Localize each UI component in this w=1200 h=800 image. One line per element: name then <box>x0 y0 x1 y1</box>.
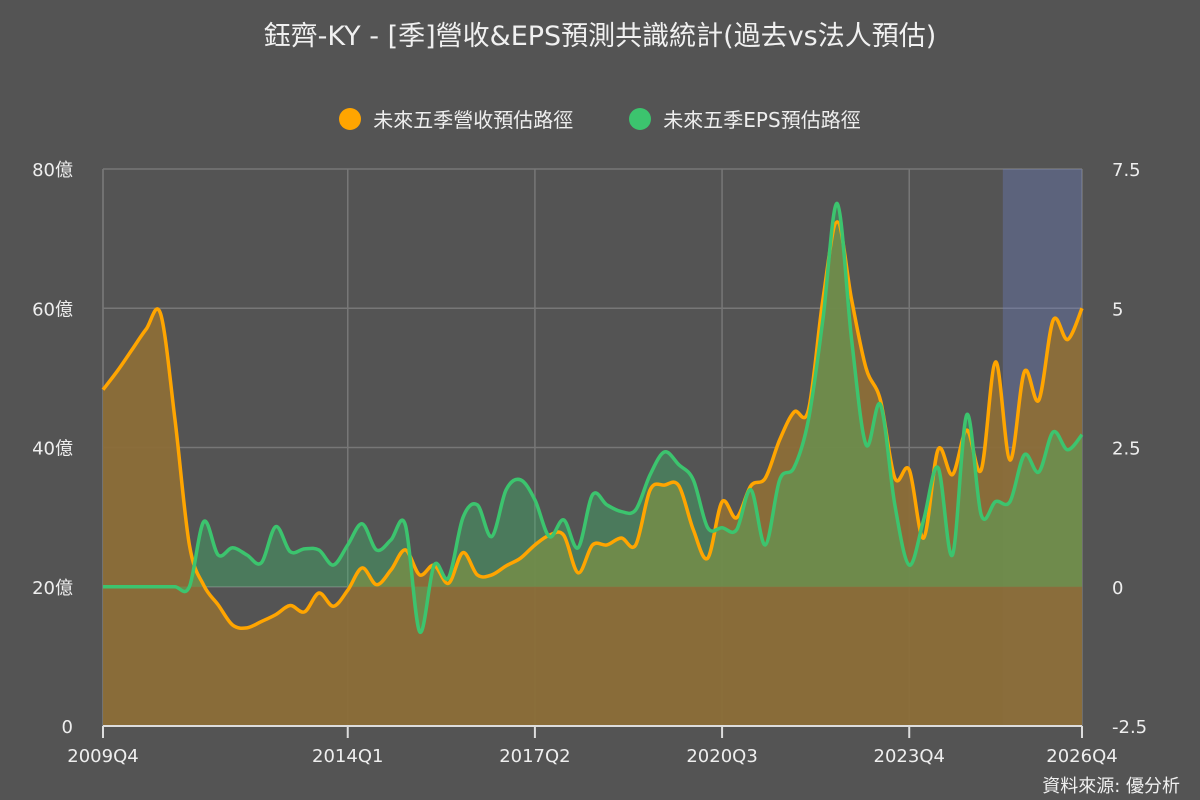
legend-item-revenue[interactable]: 未來五季營收預估路徑 <box>339 104 573 133</box>
svg-text:2014Q1: 2014Q1 <box>312 746 383 767</box>
svg-text:40億: 40億 <box>32 439 73 460</box>
svg-text:2009Q4: 2009Q4 <box>67 746 138 767</box>
eps-legend-dot-icon <box>629 107 652 130</box>
data-source: 資料來源: 優分析 <box>1042 776 1180 797</box>
left-axis-ticks: 0 20億 40億 60億 80億 <box>32 160 73 738</box>
svg-text:2026Q4: 2026Q4 <box>1046 746 1117 767</box>
legend-label-revenue: 未來五季營收預估路徑 <box>373 108 574 132</box>
right-axis-ticks: -2.5 0 2.5 5 7.5 <box>1112 160 1147 738</box>
svg-text:5: 5 <box>1112 299 1123 320</box>
x-axis-ticks: 2009Q4 2014Q1 2017Q2 2020Q3 2023Q4 2026Q4 <box>67 726 1118 767</box>
svg-text:20億: 20億 <box>32 578 73 599</box>
svg-text:7.5: 7.5 <box>1112 160 1141 181</box>
svg-text:2020Q3: 2020Q3 <box>686 746 757 767</box>
svg-text:2.5: 2.5 <box>1112 439 1141 460</box>
svg-text:0: 0 <box>1112 578 1123 599</box>
svg-text:2023Q4: 2023Q4 <box>874 746 945 767</box>
revenue-line[interactable] <box>101 220 1084 630</box>
svg-text:2017Q2: 2017Q2 <box>499 746 570 767</box>
svg-text:0: 0 <box>62 717 73 738</box>
svg-text:80億: 80億 <box>32 160 73 181</box>
chart-title: 鈺齊-KY - [季]營收&EPS預測共識統計(過去vs法人預估) <box>263 21 937 52</box>
svg-text:60億: 60億 <box>32 299 73 320</box>
revenue-legend-dot-icon <box>339 107 362 130</box>
eps-area <box>103 203 1082 633</box>
legend: 未來五季營收預估路徑 未來五季EPS預估路徑 <box>0 104 1200 133</box>
revenue-area <box>103 221 1082 727</box>
eps-line[interactable] <box>102 201 1084 634</box>
legend-label-eps: 未來五季EPS預估路徑 <box>663 108 861 132</box>
legend-item-eps[interactable]: 未來五季EPS預估路徑 <box>629 104 861 133</box>
svg-text:-2.5: -2.5 <box>1112 717 1147 738</box>
axes <box>102 725 1082 738</box>
